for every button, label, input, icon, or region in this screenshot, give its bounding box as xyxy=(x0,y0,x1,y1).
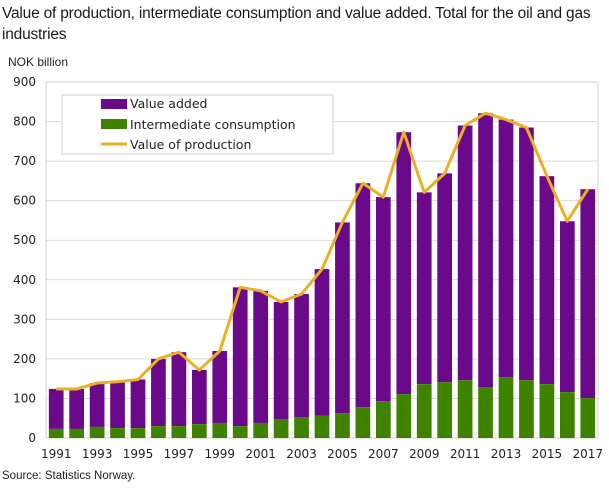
bar-intermediate-2002 xyxy=(273,419,289,438)
bar-intermediate-1998 xyxy=(191,424,207,438)
bar-intermediate-1995 xyxy=(130,428,146,438)
legend-label-intermediate-consumption: Intermediate consumption xyxy=(130,117,296,132)
legend-label-value-added: Value added xyxy=(130,96,207,111)
y-axis-ticks: 0 100 200 300 400 500 600 700 800 900 xyxy=(13,75,36,445)
bars xyxy=(48,113,596,438)
bar-value-added-1999 xyxy=(212,350,228,423)
bar-value-added-2011 xyxy=(457,125,473,381)
bar-intermediate-2011 xyxy=(457,380,473,438)
bar-intermediate-2008 xyxy=(396,394,412,438)
bar-intermediate-2017 xyxy=(580,398,596,438)
bar-value-added-2004 xyxy=(314,269,330,416)
x-tick-label: 2017 xyxy=(573,447,604,461)
bar-intermediate-2005 xyxy=(335,413,350,438)
y-tick-label: 200 xyxy=(13,352,36,366)
bar-intermediate-2007 xyxy=(375,401,391,438)
y-tick-label: 0 xyxy=(28,431,36,445)
bar-intermediate-2004 xyxy=(314,415,330,438)
bar-value-added-2013 xyxy=(498,119,514,378)
bar-intermediate-2016 xyxy=(559,392,575,438)
legend-label-value-of-production: Value of production xyxy=(130,137,251,152)
y-tick-label: 900 xyxy=(13,75,36,89)
bar-intermediate-2000 xyxy=(232,426,248,438)
bar-intermediate-1997 xyxy=(171,426,187,438)
y-tick-label: 100 xyxy=(13,391,36,405)
legend: Value added Intermediate consumption Val… xyxy=(61,94,334,155)
bar-intermediate-1993 xyxy=(89,426,105,438)
bar-value-added-1991 xyxy=(48,388,64,429)
bar-value-added-2005 xyxy=(335,222,350,414)
y-tick-label: 600 xyxy=(13,194,36,208)
bar-value-added-1994 xyxy=(110,381,125,429)
x-tick-label: 2001 xyxy=(245,447,276,461)
bar-value-added-1996 xyxy=(151,358,166,427)
bar-intermediate-1991 xyxy=(48,428,64,438)
bar-intermediate-1999 xyxy=(212,422,228,438)
bar-value-added-1993 xyxy=(89,383,105,427)
x-axis-ticks: 1991 1993 1995 1997 1999 2001 2003 2005 2007 2009… xyxy=(41,447,603,461)
bar-intermediate-2012 xyxy=(478,387,493,438)
bar-intermediate-1996 xyxy=(151,426,166,438)
bar-value-added-1997 xyxy=(171,352,187,427)
bar-intermediate-1994 xyxy=(110,428,125,438)
x-tick-label: 2003 xyxy=(286,447,317,461)
x-tick-label: 1999 xyxy=(205,447,236,461)
x-tick-label: 2005 xyxy=(327,447,358,461)
y-tick-label: 400 xyxy=(13,273,36,287)
bar-intermediate-2010 xyxy=(437,382,453,438)
x-tick-label: 1991 xyxy=(41,447,72,461)
bar-value-added-2002 xyxy=(273,301,289,420)
bar-value-added-2000 xyxy=(232,287,248,427)
bar-value-added-2009 xyxy=(416,192,432,385)
x-tick-label: 2009 xyxy=(409,447,440,461)
x-tick-label: 2013 xyxy=(491,447,522,461)
bar-value-added-1995 xyxy=(130,379,146,429)
bar-intermediate-2013 xyxy=(498,377,514,438)
y-tick-label: 500 xyxy=(13,233,36,247)
bar-value-added-2014 xyxy=(519,127,534,381)
legend-swatch-value-added xyxy=(101,99,127,109)
bar-intermediate-1992 xyxy=(69,428,85,438)
y-tick-label: 800 xyxy=(13,115,36,129)
bar-value-added-2017 xyxy=(580,189,596,399)
legend-swatch-intermediate-consumption xyxy=(101,119,127,129)
bar-intermediate-2003 xyxy=(294,417,309,438)
bar-value-added-2010 xyxy=(437,173,453,383)
bar-value-added-2001 xyxy=(253,290,269,423)
y-tick-label: 300 xyxy=(13,312,36,326)
x-tick-label: 2011 xyxy=(450,447,481,461)
bar-value-added-2006 xyxy=(355,183,371,408)
y-tick-label: 700 xyxy=(13,154,36,168)
bar-value-added-1992 xyxy=(69,388,85,429)
x-tick-label: 1995 xyxy=(123,447,154,461)
bar-value-added-2007 xyxy=(375,197,391,402)
bar-intermediate-2015 xyxy=(539,384,555,438)
source-note: Source: Statistics Norway. xyxy=(2,470,136,482)
bar-value-added-2008 xyxy=(396,132,412,395)
chart-title: Value of production, intermediate consum… xyxy=(2,5,591,43)
bar-intermediate-2014 xyxy=(519,380,534,438)
x-tick-label: 2007 xyxy=(368,447,399,461)
bar-intermediate-2001 xyxy=(253,422,269,438)
bar-value-added-1998 xyxy=(191,369,207,425)
bar-intermediate-2009 xyxy=(416,384,432,438)
bar-value-added-2015 xyxy=(539,176,555,385)
bar-value-added-2012 xyxy=(478,113,493,388)
x-tick-label: 1997 xyxy=(164,447,195,461)
bar-value-added-2003 xyxy=(294,294,309,418)
x-tick-label: 1993 xyxy=(82,447,113,461)
y-axis-unit-label: NOK billion xyxy=(8,55,69,69)
bar-value-added-2016 xyxy=(559,221,575,393)
x-tick-label: 2015 xyxy=(532,447,563,461)
bar-intermediate-2006 xyxy=(355,407,371,438)
production-line xyxy=(56,111,590,391)
